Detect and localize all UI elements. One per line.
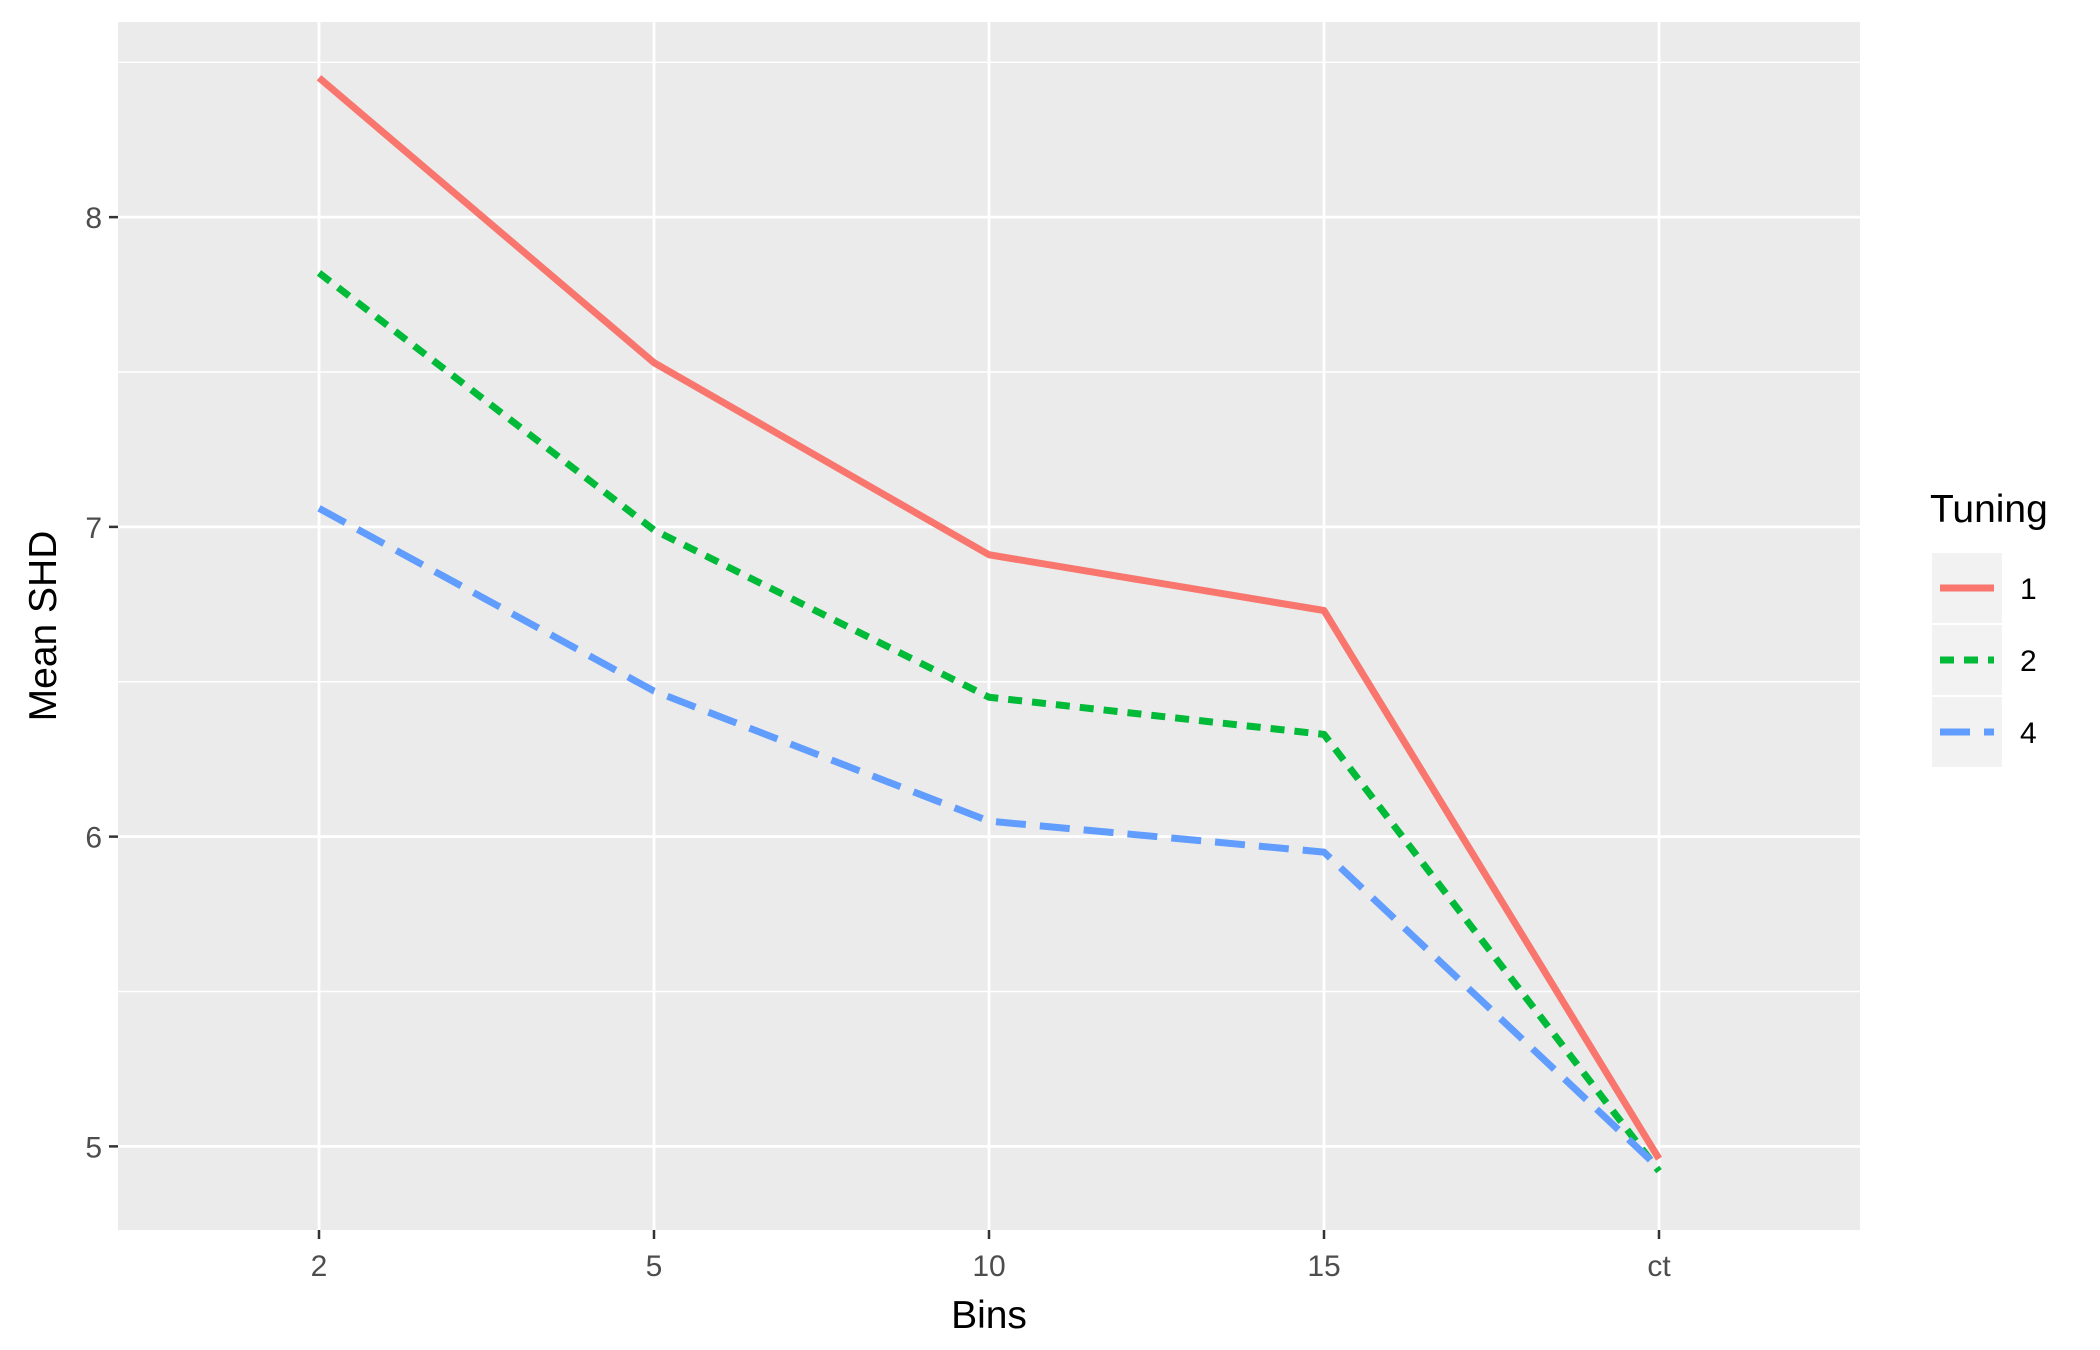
series-lines xyxy=(316,75,1662,1174)
y-tick-label: 7 xyxy=(85,512,102,545)
y-axis-title: Mean SHD xyxy=(22,531,65,722)
major-gridlines xyxy=(118,22,1860,1230)
y-axis: 5 6 7 8 xyxy=(85,202,118,1164)
legend-label: 4 xyxy=(2020,717,2037,750)
x-tick-label: ct xyxy=(1647,1250,1671,1283)
x-tick-label: 15 xyxy=(1307,1250,1340,1283)
legend-label: 2 xyxy=(2020,645,2037,678)
series-line-2 xyxy=(316,270,1662,1174)
y-tick-label: 8 xyxy=(85,202,102,235)
legend-title: Tuning xyxy=(1930,488,2048,531)
x-tick-label: 5 xyxy=(646,1250,663,1283)
x-tick-label: 10 xyxy=(972,1250,1005,1283)
x-tick-label: 2 xyxy=(311,1250,328,1283)
legend: Tuning 1 2 4 xyxy=(1930,488,2048,767)
y-tick-label: 5 xyxy=(85,1131,102,1164)
x-axis-title: Bins xyxy=(951,1294,1027,1337)
legend-label: 1 xyxy=(2020,573,2037,606)
y-tick-label: 6 xyxy=(85,822,102,855)
x-axis: 2 5 10 15 ct xyxy=(311,1230,1671,1283)
series-line-1 xyxy=(316,75,1662,1161)
